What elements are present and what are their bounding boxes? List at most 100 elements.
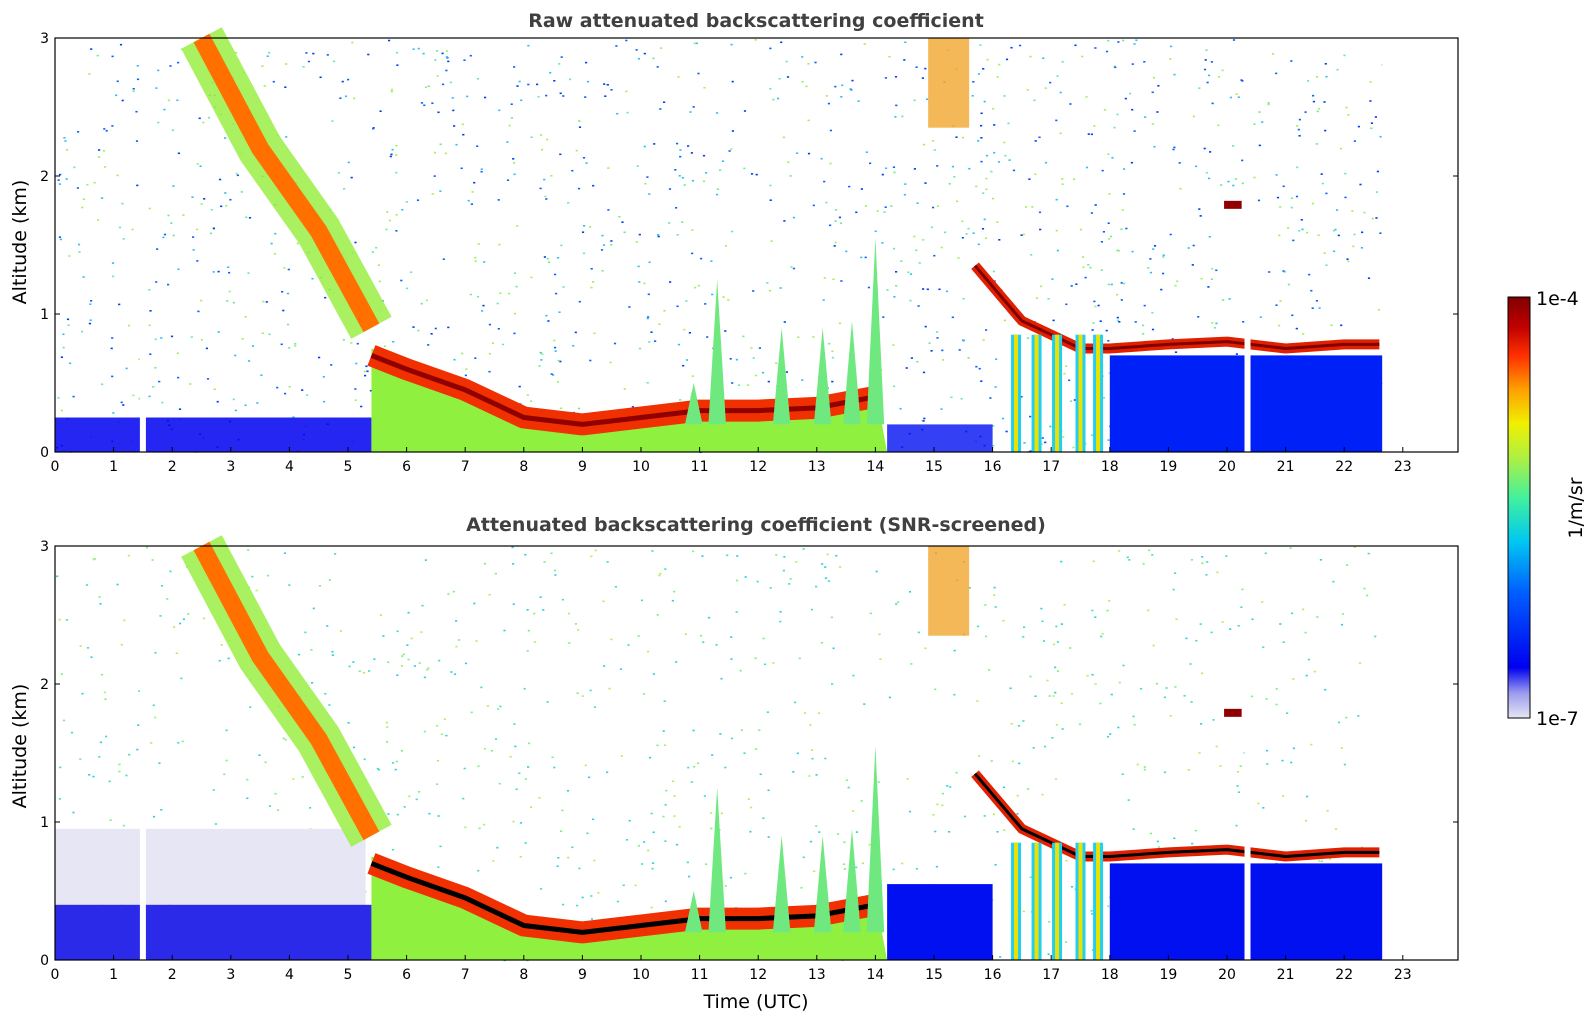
- noise-pixel: [1117, 249, 1120, 252]
- noise-pixel: [179, 622, 182, 625]
- noise-pixel: [462, 133, 465, 136]
- noise-pixel: [496, 846, 499, 849]
- noise-pixel: [464, 374, 467, 377]
- noise-pixel: [657, 235, 660, 238]
- noise-pixel: [743, 167, 746, 170]
- noise-pixel: [946, 785, 949, 787]
- noise-pixel: [992, 813, 995, 816]
- noise-pixel: [1108, 600, 1111, 602]
- noise-pixel: [510, 103, 513, 105]
- noise-pixel: [1345, 716, 1348, 719]
- noise-pixel: [373, 658, 376, 660]
- noise-pixel: [1374, 635, 1377, 638]
- noise-pixel: [1151, 311, 1154, 314]
- noise-pixel: [347, 161, 350, 164]
- noise-pixel: [892, 166, 896, 168]
- noise-pixel: [348, 665, 351, 668]
- noise-pixel: [731, 80, 734, 83]
- noise-pixel: [585, 162, 588, 164]
- noise-pixel: [1324, 63, 1327, 65]
- noise-pixel: [1034, 140, 1037, 142]
- noise-pixel: [935, 331, 939, 333]
- noise-pixel: [1237, 791, 1241, 793]
- noise-pixel: [355, 362, 358, 365]
- noise-pixel: [750, 173, 754, 175]
- noise-pixel: [58, 798, 61, 800]
- noise-pixel: [769, 47, 772, 50]
- noise-pixel: [1234, 178, 1237, 180]
- x-tick-label: 4: [285, 459, 294, 475]
- x-tick-label: 14: [866, 459, 884, 475]
- noise-pixel: [1367, 277, 1371, 279]
- noise-pixel: [546, 138, 549, 141]
- noise-pixel: [169, 570, 172, 573]
- x-tick-label: 12: [749, 459, 767, 475]
- noise-pixel: [993, 594, 996, 596]
- noise-pixel: [1085, 166, 1089, 169]
- noise-pixel: [1369, 100, 1372, 102]
- noise-pixel: [512, 158, 515, 160]
- noise-pixel: [492, 860, 495, 862]
- noise-pixel: [1379, 232, 1382, 234]
- noise-pixel: [1232, 39, 1236, 41]
- noise-pixel: [1114, 66, 1117, 69]
- noise-pixel: [950, 396, 953, 399]
- noise-pixel: [1318, 860, 1321, 862]
- noise-pixel: [232, 301, 235, 304]
- noise-pixel: [297, 653, 301, 656]
- noise-pixel: [219, 178, 222, 181]
- noise-pixel: [679, 155, 682, 158]
- noise-pixel: [1190, 701, 1193, 703]
- noise-pixel: [200, 299, 203, 302]
- noise-pixel: [575, 149, 578, 152]
- noise-pixel: [1128, 559, 1131, 561]
- noise-pixel: [447, 593, 450, 595]
- noise-pixel: [1132, 828, 1135, 830]
- noise-pixel: [1056, 641, 1059, 643]
- noise-pixel: [851, 79, 854, 82]
- noise-pixel: [968, 167, 971, 170]
- noise-pixel: [424, 559, 427, 561]
- noise-pixel: [864, 256, 867, 259]
- noise-pixel: [1190, 559, 1193, 561]
- noise-pixel: [615, 45, 618, 47]
- noise-pixel: [363, 758, 366, 761]
- noise-pixel: [653, 143, 656, 145]
- noise-pixel: [1253, 176, 1256, 179]
- noise-pixel: [1100, 241, 1103, 243]
- noise-pixel: [234, 409, 237, 412]
- noise-pixel: [358, 670, 361, 672]
- noise-pixel: [469, 293, 472, 296]
- noise-pixel: [1211, 322, 1214, 324]
- noise-pixel: [663, 744, 667, 746]
- noise-pixel: [1306, 231, 1309, 234]
- noise-pixel: [1151, 123, 1154, 125]
- noise-pixel: [391, 848, 395, 851]
- noise-pixel: [832, 647, 835, 650]
- noise-pixel: [1044, 441, 1047, 444]
- noise-pixel: [1347, 114, 1350, 116]
- noise-pixel: [1044, 161, 1048, 164]
- noise-pixel: [663, 700, 666, 702]
- noise-pixel: [268, 333, 271, 336]
- noise-pixel: [1143, 304, 1146, 307]
- noise-pixel: [1068, 379, 1071, 382]
- noise-pixel: [513, 312, 517, 315]
- noise-pixel: [705, 863, 708, 865]
- x-tick-label: 13: [808, 459, 826, 475]
- noise-pixel: [81, 206, 84, 209]
- noise-pixel: [1292, 239, 1295, 242]
- noise-pixel: [206, 378, 210, 380]
- noise-pixel: [1020, 234, 1023, 236]
- noise-pixel: [690, 781, 693, 783]
- noise-pixel: [1332, 229, 1336, 232]
- noise-pixel: [1099, 320, 1102, 322]
- noise-pixel: [442, 258, 445, 260]
- noise-pixel: [1225, 555, 1228, 557]
- plot-area: 0 1 2 3 4 5 6 7 8 9 10 11 12 13 14 15 16 17 18 19 20 21 22 2301…: [40, 535, 1459, 983]
- noise-pixel: [1212, 719, 1215, 721]
- noise-pixel: [551, 756, 554, 759]
- noise-pixel: [191, 196, 194, 198]
- noise-pixel: [77, 131, 80, 133]
- noise-pixel: [1025, 206, 1028, 208]
